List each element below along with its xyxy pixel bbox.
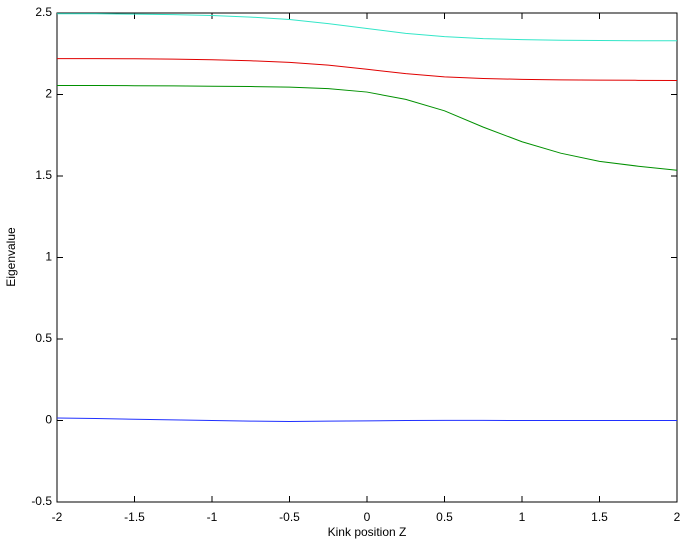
- x-tick-label: -0.5: [279, 510, 300, 524]
- plot-frame: [56, 12, 678, 503]
- x-axis-label: Kink position Z: [328, 525, 407, 539]
- y-tick-label: 2: [45, 87, 52, 101]
- series-line: [57, 85, 678, 171]
- y-tick-label: -0.5: [31, 494, 52, 508]
- series-line: [57, 58, 678, 81]
- y-tick-label: 2.5: [35, 5, 52, 19]
- x-tick-label: 0: [364, 510, 371, 524]
- x-tick-label: -1.5: [124, 510, 145, 524]
- x-tick-label: 2: [674, 510, 681, 524]
- x-tick-label: -2: [52, 510, 63, 524]
- y-tick-label: 0.5: [35, 331, 52, 345]
- x-tick-label: 0.5: [436, 510, 453, 524]
- x-tick-label: 1: [519, 510, 526, 524]
- y-tick-label: 0: [45, 413, 52, 427]
- y-tick-label: 1.5: [35, 168, 52, 182]
- x-tick-label: 1.5: [591, 510, 608, 524]
- series-line: [57, 13, 677, 42]
- y-axis-label: Eigenvalue: [4, 227, 18, 287]
- x-tick-label: -1: [207, 510, 218, 524]
- series-line: [56, 417, 677, 422]
- y-tick-label: 1: [45, 250, 52, 264]
